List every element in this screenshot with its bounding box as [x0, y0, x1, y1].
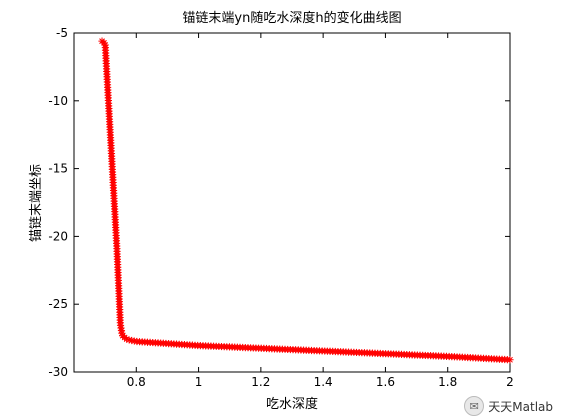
x-tick-label: 2: [506, 375, 514, 389]
x-tick-label: 1.4: [314, 375, 333, 389]
plot-area: [73, 32, 511, 373]
y-tick-label: -25: [48, 297, 68, 311]
data-point: [125, 336, 133, 344]
y-tick-label: -5: [56, 26, 68, 40]
y-tick-label: -20: [48, 229, 68, 243]
y-tick-label: -15: [48, 162, 68, 176]
x-tick-label: 1.2: [251, 375, 270, 389]
y-tick-label: -10: [48, 94, 68, 108]
watermark-text: 天天Matlab: [488, 399, 553, 414]
data-point: [123, 335, 131, 343]
data-point: [506, 356, 514, 364]
wechat-icon: ✉: [464, 396, 485, 416]
x-tick-label: 1: [195, 375, 203, 389]
data-point: [128, 336, 136, 345]
x-axis-label: 吃水深度: [266, 396, 318, 412]
x-tick-label: 1.6: [376, 375, 395, 389]
y-tick-label: -30: [48, 365, 68, 379]
y-axis-label: 锚链末端坐标: [29, 164, 44, 242]
data-point: [100, 39, 108, 47]
x-tick-label: 1.8: [438, 375, 457, 389]
x-tick-label: 0.8: [127, 375, 146, 389]
chart-title: 锚链末端yn随吃水深度h的变化曲线图: [182, 10, 401, 26]
watermark: ✉ 天天Matlab: [464, 396, 553, 416]
x-axis-ticks: 0.8 1 1.2 1.4 1.6 1.8 2: [127, 33, 514, 389]
data-point: [118, 329, 126, 337]
y-axis-ticks: -5 -10 -15 -20 -25 -30: [48, 26, 510, 379]
data-series: [98, 37, 514, 364]
